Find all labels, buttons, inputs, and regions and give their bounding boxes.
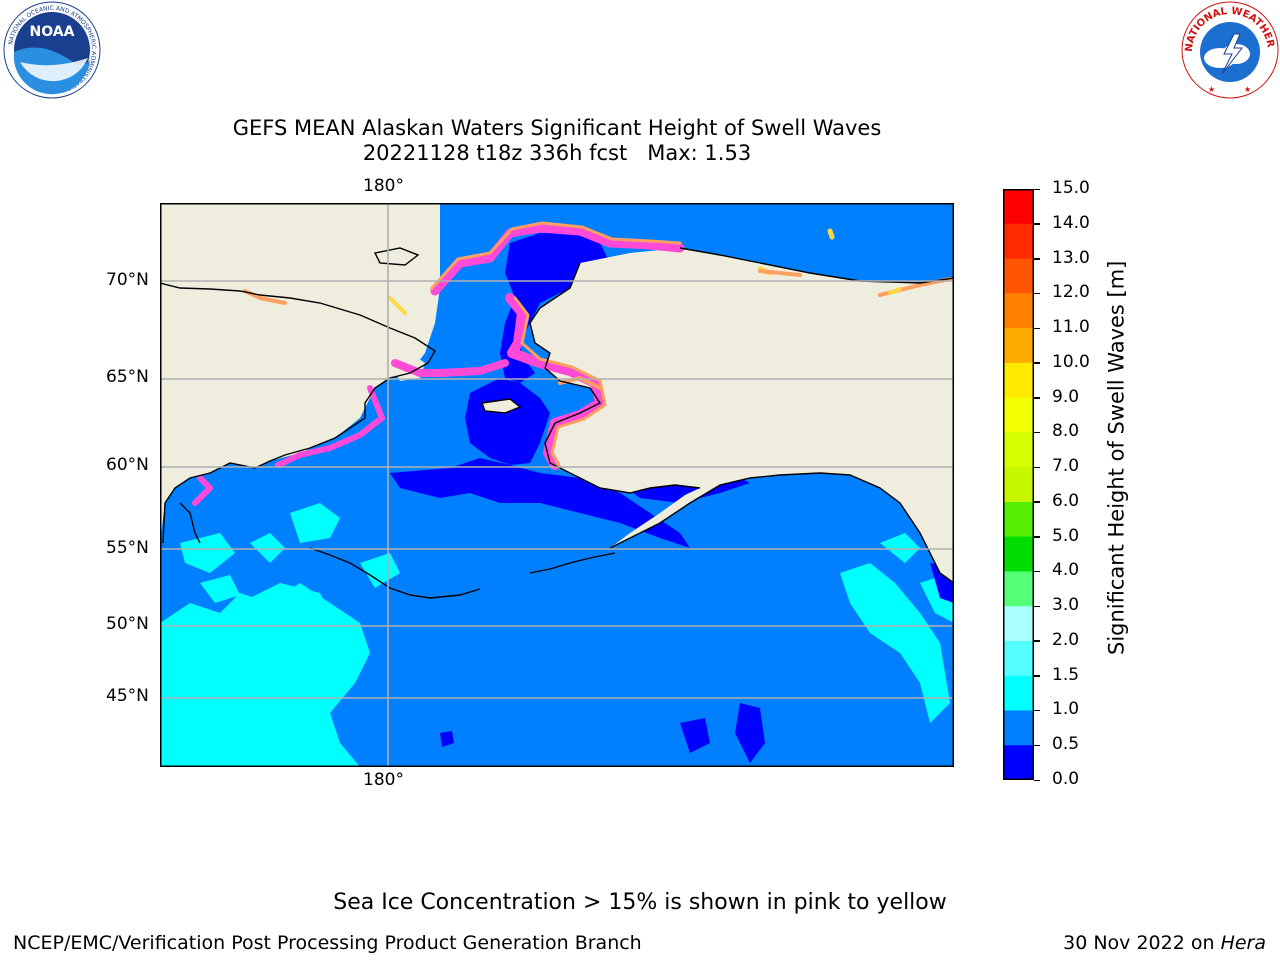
colorbar-tick-mark <box>1034 744 1040 747</box>
alaska-landmass <box>530 248 954 583</box>
colorbar-frame <box>1003 189 1034 780</box>
colorbar-tick-mark <box>1034 675 1040 677</box>
sea-ice-edge <box>192 221 952 506</box>
colorbar-band-10.0-11.0 <box>1003 328 1034 364</box>
colorbar-band-7.0-8.0 <box>1003 432 1034 468</box>
colorbar <box>1003 189 1034 780</box>
colorbar-tick-label: 13.0 <box>1052 247 1090 268</box>
colorbar-tick-mark <box>1034 536 1040 538</box>
graticule <box>160 203 954 767</box>
svg-text:★: ★ <box>1244 85 1251 94</box>
colorbar-tick-label: 12.0 <box>1052 282 1090 303</box>
title-line-1: GEFS MEAN Alaskan Waters Significant Hei… <box>232 116 882 140</box>
lat-label-70N: 70°N <box>106 270 149 290</box>
wrangel-island <box>375 248 418 265</box>
footer-date: 30 Nov 2022 on Hera <box>1063 932 1266 954</box>
colorbar-band-14.0-15.0 <box>1003 189 1034 225</box>
colorbar-tick-mark <box>1034 258 1040 260</box>
colorbar-tick-mark <box>1034 605 1040 608</box>
colorbar-band-3.0-4.0 <box>1003 571 1034 607</box>
nws-logo: NATIONAL WEATHER SERVICE ★ ★ <box>1174 0 1280 100</box>
footer-machine: Hera <box>1220 932 1266 954</box>
colorbar-tick-mark <box>1034 431 1040 434</box>
colorbar-band-5.0-6.0 <box>1003 501 1034 538</box>
colorbar-tick-mark <box>1034 188 1040 190</box>
swell-1-1p5-patches <box>160 503 954 767</box>
colorbar-tick-label: 5.0 <box>1052 525 1080 546</box>
colorbar-tick-mark <box>1034 397 1040 399</box>
lat-label-60N: 60°N <box>106 455 149 475</box>
colorbar-band-2.0-3.0 <box>1003 606 1034 642</box>
colorbar-tick-mark <box>1034 779 1040 781</box>
colorbar-tick-label: 11.0 <box>1052 317 1090 338</box>
map-frame <box>160 203 954 767</box>
colorbar-label: Significant Height of Swell Waves [m] <box>1104 260 1129 655</box>
colorbar-tick-label: 3.0 <box>1052 595 1080 616</box>
colorbar-tick-mark <box>1034 640 1040 642</box>
colorbar-tick-label: 1.0 <box>1052 699 1080 720</box>
colorbar-band-11.0-12.0 <box>1003 293 1034 329</box>
colorbar-tick-label: 15.0 <box>1052 178 1090 198</box>
colorbar-tick-label: 9.0 <box>1052 386 1080 407</box>
colorbar-band-9.0-10.0 <box>1003 362 1034 399</box>
sea-ice-note: Sea Ice Concentration > 15% is shown in … <box>333 890 947 915</box>
colorbar-svg <box>1003 189 1034 780</box>
map-title: GEFS MEAN Alaskan Waters Significant Hei… <box>0 116 1114 166</box>
colorbar-tick-label: 0.5 <box>1052 734 1080 755</box>
colorbar-band-13.0-14.0 <box>1003 223 1034 260</box>
map-panel <box>160 203 954 767</box>
title-line-2: 20221128 t18z 336h fcst Max: 1.53 <box>0 141 1114 166</box>
colorbar-tick-label: 8.0 <box>1052 421 1080 442</box>
lon-label-top: 180° <box>363 176 404 196</box>
noaa-logo-text: NOAA <box>30 24 75 40</box>
colorbar-tick-mark <box>1034 466 1040 469</box>
st-lawrence-island <box>482 399 520 413</box>
russia-landmass <box>160 203 440 543</box>
colorbar-tick-label: 6.0 <box>1052 490 1080 511</box>
lat-label-55N: 55°N <box>106 538 149 558</box>
colorbar-band-4.0-5.0 <box>1003 536 1034 572</box>
colorbar-band-12.0-13.0 <box>1003 258 1034 294</box>
svg-text:★: ★ <box>1208 85 1215 94</box>
colorbar-band-0.5-1.0 <box>1003 710 1034 746</box>
colorbar-band-0.0-0.5 <box>1003 745 1034 780</box>
map-svg <box>160 203 954 767</box>
colorbar-band-6.0-7.0 <box>1003 467 1034 503</box>
footer-branch: NCEP/EMC/Verification Post Processing Pr… <box>13 932 642 954</box>
colorbar-band-8.0-9.0 <box>1003 397 1034 433</box>
colorbar-tick-mark <box>1034 501 1040 503</box>
colorbar-tick-label: 14.0 <box>1052 212 1090 233</box>
footer-date-text: 30 Nov 2022 on <box>1063 932 1221 954</box>
land-areas <box>160 203 954 583</box>
noaa-logo: NATIONAL OCEANIC AND ATMOSPHERIC ADMINIS… <box>0 0 104 100</box>
colorbar-tick-mark <box>1034 570 1040 573</box>
colorbar-tick-mark <box>1034 327 1040 330</box>
colorbar-tick-label: 10.0 <box>1052 351 1090 372</box>
colorbar-tick-label: 7.0 <box>1052 456 1080 477</box>
colorbar-tick-label: 1.5 <box>1052 664 1080 685</box>
max-value: Max: 1.53 <box>647 141 752 165</box>
lat-label-65N: 65°N <box>106 367 149 387</box>
colorbar-band-1.5-2.0 <box>1003 640 1034 677</box>
colorbar-tick-mark <box>1034 362 1040 364</box>
lat-label-50N: 50°N <box>106 614 149 634</box>
forecast-run: 20221128 t18z 336h fcst <box>362 141 628 165</box>
colorbar-tick-label: 2.0 <box>1052 629 1080 650</box>
colorbar-tick-label: 0.0 <box>1052 769 1080 789</box>
colorbar-band-1.0-1.5 <box>1003 675 1034 711</box>
colorbar-tick-mark <box>1034 292 1040 295</box>
lon-label-bottom: 180° <box>363 770 404 790</box>
colorbar-tick-mark <box>1034 223 1040 225</box>
colorbar-tick-mark <box>1034 709 1040 712</box>
lat-label-45N: 45°N <box>106 686 149 706</box>
colorbar-tick-label: 4.0 <box>1052 560 1080 581</box>
